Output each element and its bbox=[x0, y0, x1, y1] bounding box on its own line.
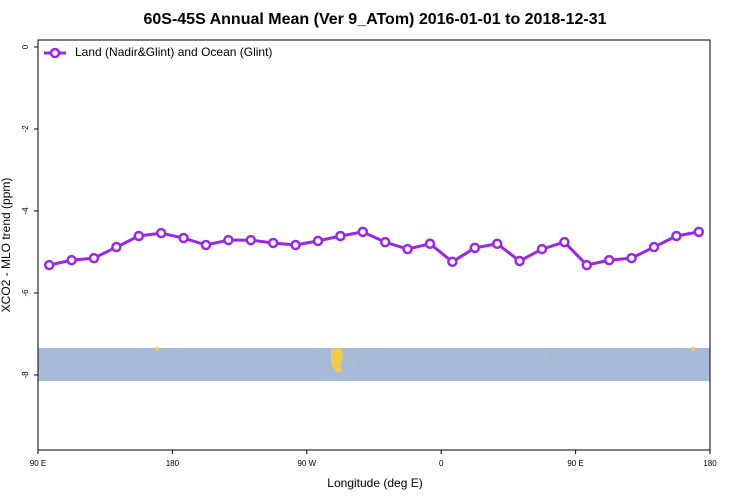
map-strip bbox=[38, 347, 710, 381]
point bbox=[491, 238, 503, 250]
point bbox=[603, 254, 615, 266]
point bbox=[514, 255, 525, 267]
x-tick-label: 90 W bbox=[297, 459, 316, 468]
point bbox=[671, 230, 682, 242]
point bbox=[223, 234, 234, 246]
point bbox=[312, 235, 324, 247]
point bbox=[559, 236, 570, 248]
land bbox=[331, 348, 343, 372]
point bbox=[245, 234, 257, 246]
y-axis-label: XCO2 - MLO trend (ppm) bbox=[0, 178, 13, 313]
point bbox=[43, 259, 55, 271]
ocean bbox=[38, 348, 710, 381]
series-line bbox=[48, 230, 700, 267]
y-tick-label: -4 bbox=[21, 207, 30, 215]
chart-title: 60S-45S Annual Mean (Ver 9_ATom) 2016-01… bbox=[143, 11, 606, 28]
y-tick-label: -2 bbox=[21, 125, 30, 133]
x-tick-label: 180 bbox=[703, 459, 717, 468]
point bbox=[581, 259, 593, 271]
x-axis-label: Longitude (deg E) bbox=[327, 476, 422, 490]
point bbox=[424, 238, 436, 250]
y-tick-label: -6 bbox=[21, 289, 30, 297]
point bbox=[357, 226, 369, 238]
point bbox=[402, 243, 413, 255]
y-tick-label: 0 bbox=[21, 44, 30, 49]
point bbox=[469, 242, 481, 254]
point bbox=[88, 252, 100, 264]
point bbox=[648, 241, 660, 253]
point bbox=[133, 230, 145, 242]
land bbox=[352, 362, 354, 364]
point bbox=[66, 254, 77, 266]
point bbox=[111, 241, 122, 253]
point bbox=[155, 227, 167, 239]
legend-marker bbox=[49, 47, 61, 59]
land bbox=[155, 347, 159, 351]
point bbox=[536, 243, 548, 255]
point bbox=[267, 237, 279, 249]
land bbox=[691, 347, 695, 351]
point bbox=[335, 230, 346, 242]
plot-frame bbox=[37, 39, 711, 451]
x-tick-label: 0 bbox=[439, 459, 444, 468]
x-tick-label: 180 bbox=[166, 459, 180, 468]
legend-label: Land (Nadir&Glint) and Ocean (Glint) bbox=[75, 45, 272, 59]
point bbox=[379, 236, 391, 248]
land bbox=[544, 356, 546, 358]
legend: Land (Nadir&Glint) and Ocean (Glint) bbox=[40, 43, 285, 63]
point bbox=[447, 256, 458, 268]
point bbox=[693, 226, 705, 238]
x-tick-label: 90 E bbox=[567, 459, 583, 468]
legend-box bbox=[40, 43, 285, 63]
point bbox=[290, 239, 301, 251]
y-tick-label: -8 bbox=[21, 371, 30, 379]
point bbox=[200, 239, 212, 251]
point bbox=[626, 252, 637, 264]
x-tick-label: 90 E bbox=[30, 459, 46, 468]
point bbox=[178, 232, 189, 244]
